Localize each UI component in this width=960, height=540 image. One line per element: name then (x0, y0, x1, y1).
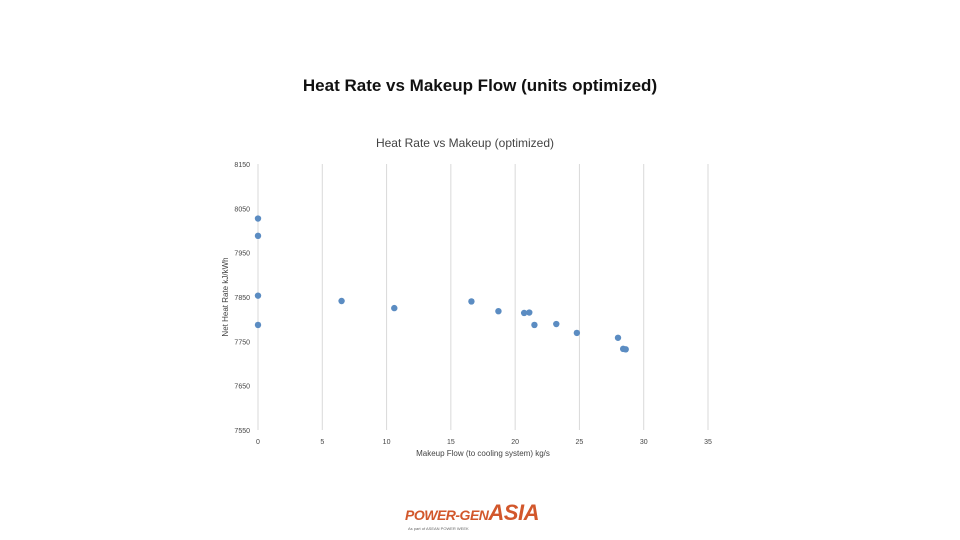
data-point (254, 321, 262, 329)
y-tick-label: 7850 (234, 295, 250, 302)
data-point (254, 232, 262, 240)
data-point (254, 215, 262, 222)
y-tick-label: 8050 (234, 206, 250, 213)
slide-title: Heat Rate vs Makeup Flow (units optimize… (302, 76, 658, 95)
gridlines (321, 164, 709, 430)
x-tick-label: 25 (576, 439, 584, 446)
data-point (622, 346, 629, 353)
y-axis-label: Net Heat Rate kJ/kWh (221, 257, 230, 336)
x-tick-label: 0 (256, 439, 260, 446)
x-axis-label: Makeup Flow (to cooling system) kg/s (416, 449, 550, 458)
logo-brand-text: POWER-GEN (405, 507, 489, 523)
data-point (520, 309, 528, 317)
data-point (338, 297, 345, 305)
data-point (495, 307, 502, 315)
data-point (553, 320, 560, 328)
chart-title: Heat Rate vs Makeup (optimized) (376, 136, 554, 150)
y-tick-labels: 7550 7650 7750 7850 7950 8050 8150 (234, 162, 250, 435)
data-point (531, 321, 538, 329)
logo-tagline: As part of ASEAN POWER WEEK (408, 526, 469, 531)
power-gen-asia-logo: POWER-GENASIA As part of ASEAN POWER WEE… (405, 500, 565, 536)
y-tick-label: 7950 (234, 251, 250, 258)
logo-brand: POWER-GENASIA (405, 500, 539, 526)
y-tick-label: 8150 (234, 162, 250, 169)
x-tick-label: 5 (320, 439, 324, 446)
x-tick-label: 10 (383, 439, 391, 446)
data-points (254, 215, 629, 353)
x-tick-label: 15 (447, 439, 455, 446)
y-tick-label: 7650 (234, 384, 250, 391)
logo-asia-text: ASIA (488, 500, 539, 525)
x-tick-label: 35 (704, 439, 712, 446)
data-point (254, 292, 262, 299)
data-point (468, 298, 475, 305)
y-tick-label: 7750 (234, 339, 250, 346)
x-tick-label: 30 (640, 439, 648, 446)
x-tick-labels: 0 5 10 15 20 25 30 35 (256, 439, 712, 446)
x-tick-label: 20 (511, 439, 519, 446)
data-point (573, 329, 581, 337)
data-point (526, 309, 533, 316)
data-point (614, 334, 622, 341)
data-point (391, 304, 398, 312)
y-tick-label: 7550 (234, 428, 250, 435)
